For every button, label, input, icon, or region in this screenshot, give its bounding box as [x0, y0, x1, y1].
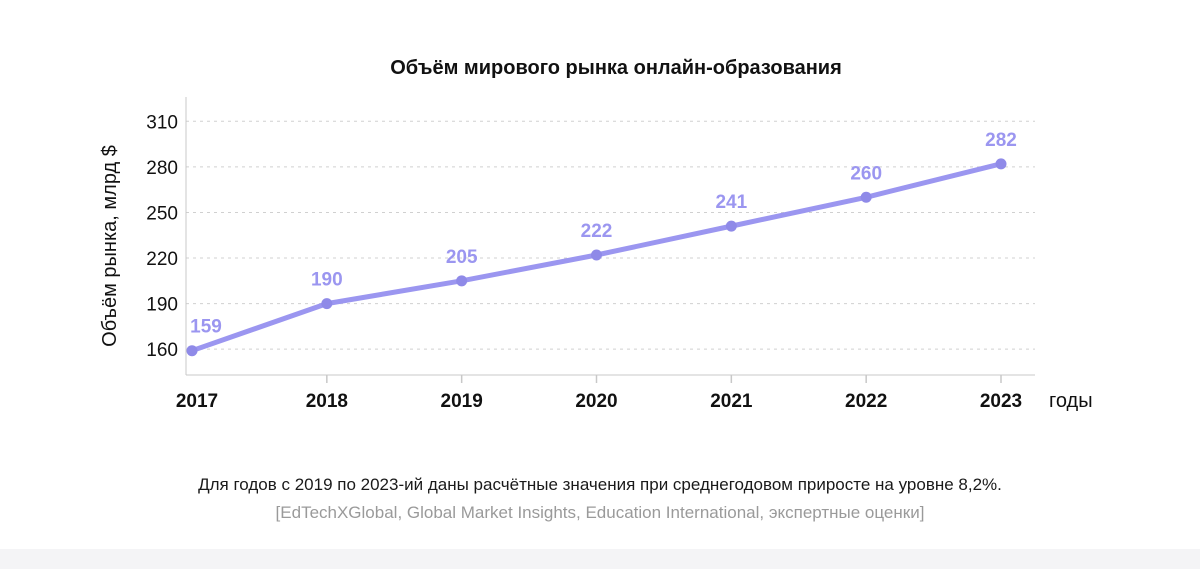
y-tick-label: 310 [146, 112, 178, 133]
footer-band [0, 549, 1200, 569]
data-labels: 159 190 205 222 241 260 282 [190, 130, 1017, 338]
y-tick-labels: 160 190 220 250 280 310 [146, 112, 178, 361]
data-label: 190 [311, 270, 343, 291]
y-tick-label: 160 [146, 340, 178, 361]
data-point [321, 298, 333, 310]
x-tick-label: 2018 [306, 391, 348, 412]
data-point [591, 249, 602, 261]
y-tick-label: 190 [146, 295, 178, 316]
data-point [860, 191, 872, 203]
source-citation: [EdTechXGlobal, Global Market Insights, … [275, 503, 925, 522]
y-tick-label: 220 [146, 249, 178, 270]
x-axis-label: годы [1049, 390, 1093, 412]
data-label: 205 [446, 247, 478, 268]
footnote-text: Для годов с 2019 по 2023-ий даны расчётн… [198, 475, 1002, 494]
chart-title: Объём мирового рынка онлайн-образования [390, 57, 842, 79]
x-tick-label: 2017 [176, 391, 218, 412]
data-label: 159 [190, 317, 222, 338]
x-tick-label: 2021 [710, 391, 753, 412]
data-point [186, 345, 198, 357]
y-axis-label: Объём рынка, млрд $ [99, 145, 121, 347]
data-points [186, 158, 1007, 357]
x-tick-label: 2020 [575, 391, 617, 412]
x-tick-labels: 2017 2018 2019 2020 2021 2022 2023 [176, 375, 1022, 412]
y-tick-label: 250 [146, 203, 178, 224]
data-point [456, 275, 468, 287]
data-point [725, 220, 737, 232]
data-label: 282 [985, 130, 1017, 151]
x-tick-label: 2019 [441, 391, 483, 412]
y-tick-label: 280 [146, 158, 178, 179]
data-label: 260 [850, 163, 882, 184]
data-label: 222 [581, 221, 613, 242]
data-label: 241 [715, 192, 747, 213]
data-point [995, 158, 1007, 170]
x-tick-label: 2023 [980, 391, 1022, 412]
x-tick-label: 2022 [845, 391, 887, 412]
